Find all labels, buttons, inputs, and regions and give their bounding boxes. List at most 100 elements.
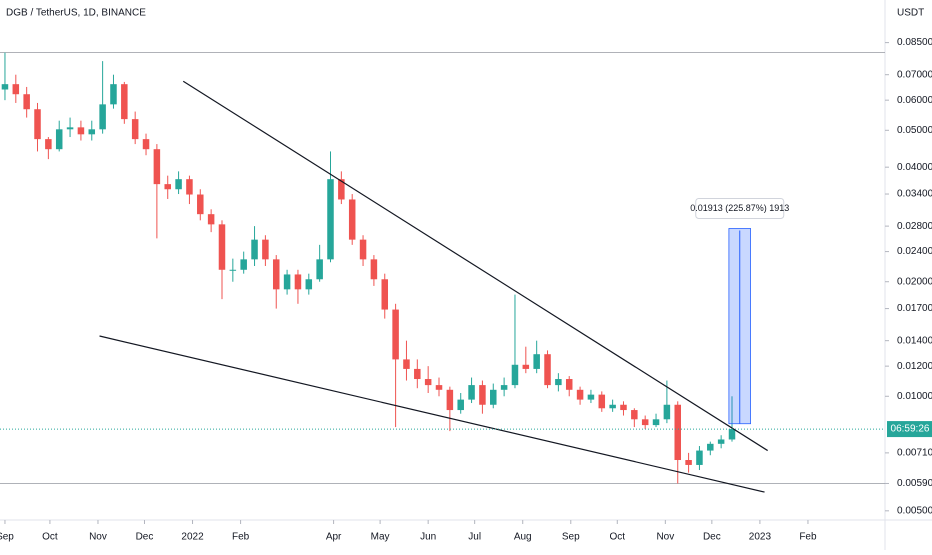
candle-body: [533, 354, 540, 369]
y-tick-label: 0.00500: [897, 505, 932, 516]
candle-body: [500, 385, 508, 390]
y-tick-label: 0.01700: [897, 303, 932, 314]
y-tick-label: 0.01200: [897, 361, 932, 372]
candle-body: [381, 279, 389, 310]
x-tick-label: Jul: [468, 532, 481, 543]
candle-body: [262, 239, 269, 260]
candle-body: [88, 129, 96, 135]
candle-body: [110, 84, 117, 105]
candle-body: [522, 364, 530, 369]
candle-body: [197, 194, 204, 215]
candle-body: [576, 389, 584, 400]
candle-body: [707, 443, 714, 451]
y-tick-label: 0.08500: [897, 37, 932, 48]
candle-body: [121, 84, 128, 120]
candle-body: [403, 359, 410, 369]
candle-body: [620, 404, 627, 411]
chart-title: DGB / TetherUS, 1D, BINANCE: [6, 8, 146, 19]
last-price-box: [887, 421, 932, 438]
candle-body: [142, 139, 150, 150]
candle-body: [316, 259, 323, 280]
candle-body: [305, 279, 313, 290]
candle-body: [457, 399, 464, 411]
candle-body: [392, 309, 399, 360]
candle-body: [66, 127, 74, 130]
candle-body: [153, 149, 161, 185]
trend-line: [99, 335, 765, 493]
candle-body: [696, 450, 703, 465]
candle-body: [186, 179, 193, 195]
candle-body: [218, 224, 226, 270]
measure-label-box: [695, 197, 785, 219]
x-tick-label: May: [371, 532, 390, 543]
candle-body: [609, 404, 616, 409]
y-tick-label: 0.00710: [897, 448, 932, 459]
y-tick-label: 0.07000: [897, 69, 932, 80]
candle-body: [587, 394, 595, 400]
candle-body: [641, 419, 649, 426]
candle-body: [370, 259, 378, 280]
countdown-label: 06:59:26: [891, 424, 930, 435]
candle-body: [99, 104, 106, 130]
candle-body: [207, 214, 215, 225]
x-tick-label: Dec: [136, 532, 154, 543]
trend-line: [182, 80, 768, 452]
x-tick-label: 2023: [749, 532, 772, 543]
y-tick-label: 0.00590: [897, 478, 932, 489]
candle-body: [327, 179, 334, 260]
candle-body: [1, 84, 9, 90]
candle-body: [12, 84, 20, 95]
candle-body: [446, 389, 454, 411]
x-tick-label: Aug: [514, 532, 532, 543]
candle-body: [294, 274, 302, 290]
candle-body: [251, 239, 258, 260]
candle-body: [468, 385, 475, 400]
x-tick-label: Feb: [799, 532, 817, 543]
x-tick-label: Jun: [420, 532, 436, 543]
y-tick-label: 0.06000: [897, 95, 932, 106]
candle-body: [511, 364, 519, 386]
candle-body: [77, 127, 85, 135]
x-tick-label: 2022: [181, 532, 204, 543]
candle-body: [685, 460, 692, 465]
candle-body: [240, 259, 247, 270]
axis-unit: USDT: [897, 8, 924, 19]
candle-body: [175, 179, 182, 190]
candle-body: [652, 419, 660, 426]
x-tick-label: Sep: [0, 532, 14, 543]
x-tick-label: Nov: [656, 532, 674, 543]
x-tick-label: Oct: [42, 532, 58, 543]
y-tick-label: 0.01000: [897, 391, 932, 402]
candle-body: [414, 368, 421, 380]
y-tick-label: 0.04000: [897, 162, 932, 173]
x-tick-label: Feb: [232, 532, 250, 543]
candle-body: [272, 259, 280, 290]
candle-body: [479, 385, 486, 405]
x-tick-label: Oct: [610, 532, 626, 543]
candle-body: [283, 274, 291, 290]
candle-body: [728, 429, 736, 440]
candle-body: [131, 119, 139, 140]
x-tick-label: Dec: [703, 532, 721, 543]
candle-body: [598, 394, 606, 409]
candle-body: [359, 239, 367, 260]
candle-body: [34, 109, 41, 140]
candle-body: [424, 379, 432, 386]
x-tick-label: Nov: [89, 532, 107, 543]
y-tick-label: 0.01400: [897, 335, 932, 346]
candle-body: [338, 179, 345, 200]
y-tick-label: 0.02400: [897, 246, 932, 257]
y-tick-label: 0.05000: [897, 125, 932, 136]
candle-body: [555, 379, 562, 386]
candle-body: [663, 404, 671, 420]
candle-body: [490, 389, 497, 405]
candle-body: [717, 439, 725, 444]
measure-label: 0.01913 (225.87%) 1913: [690, 203, 789, 213]
candle-body: [229, 269, 237, 271]
candle-body: [565, 379, 573, 390]
y-tick-label: 0.02000: [897, 276, 932, 287]
candle-body: [55, 129, 63, 150]
y-tick-label: 0.03400: [897, 189, 932, 200]
